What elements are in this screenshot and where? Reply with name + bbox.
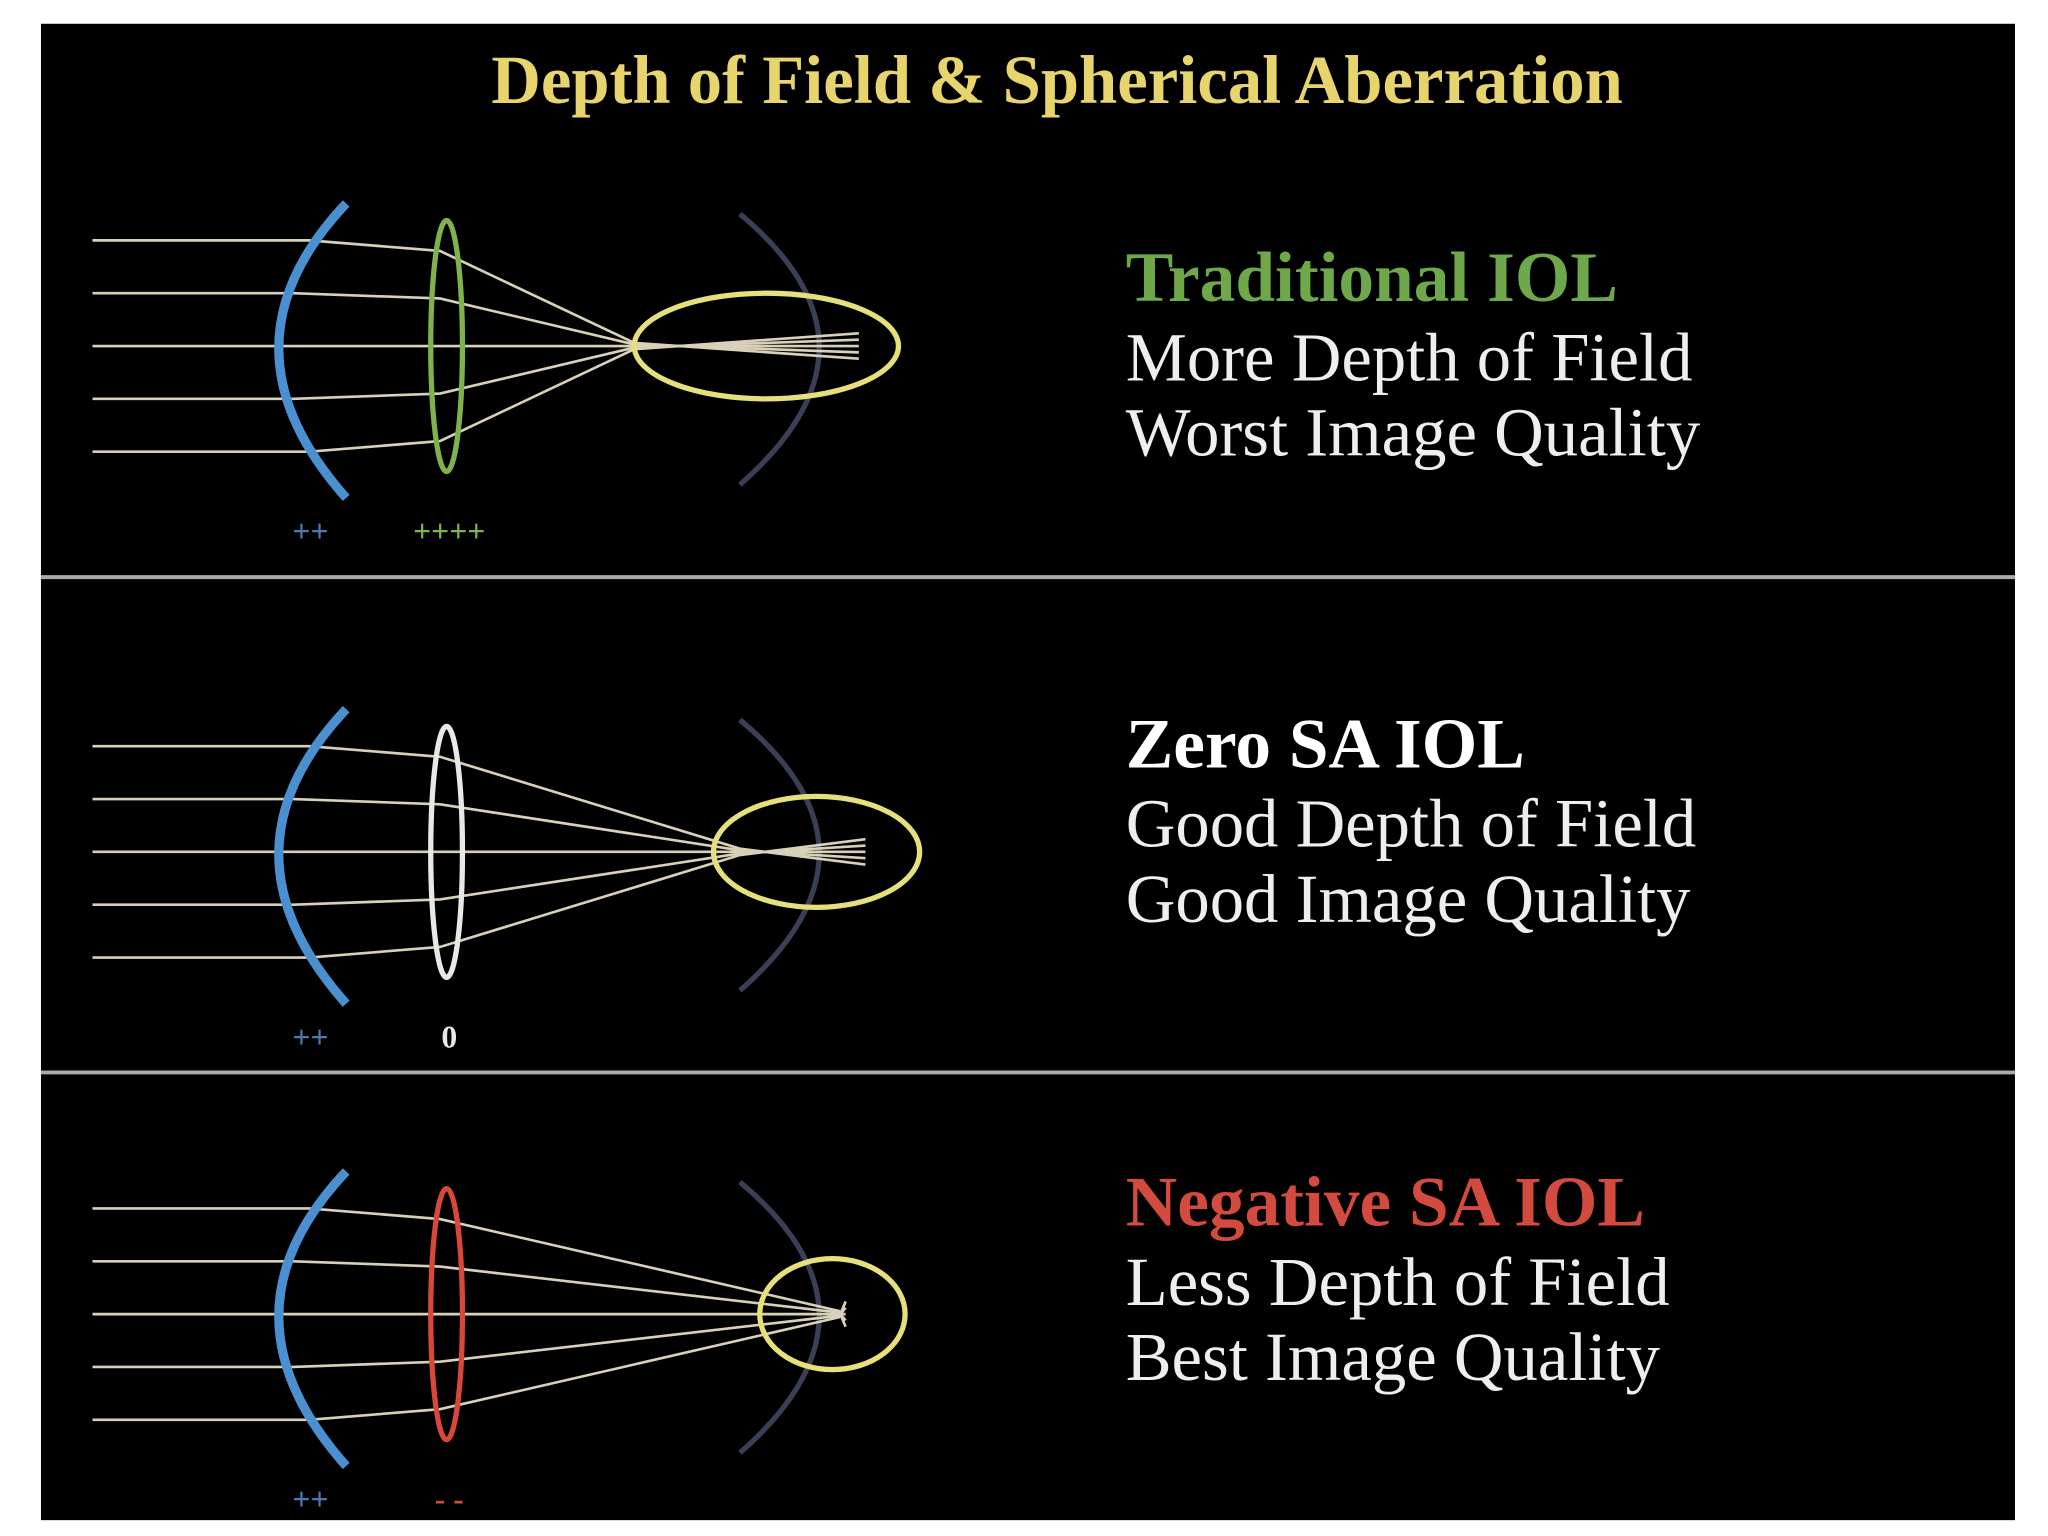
panel-line: More Depth of Field	[1126, 319, 1693, 395]
ray	[92, 332, 859, 454]
panel-line: Best Image Quality	[1126, 1319, 1661, 1395]
panel-line: Good Depth of Field	[1126, 786, 1697, 862]
panel-label: Negative SA IOL	[1126, 1163, 1645, 1242]
lens-sign: ++++	[413, 514, 485, 549]
ray	[92, 1300, 847, 1422]
cornea-sign: ++	[292, 1019, 328, 1054]
panel-label: Traditional IOL	[1126, 238, 1618, 317]
title: Depth of Field & Spherical Aberration	[491, 42, 1623, 118]
lens-sign: 0	[441, 1019, 457, 1054]
cornea-sign: ++	[292, 1482, 328, 1517]
lens-sign: - -	[435, 1482, 464, 1517]
panel-line: Less Depth of Field	[1126, 1244, 1670, 1320]
panel-line: Good Image Quality	[1126, 861, 1691, 937]
focus-ellipse	[631, 290, 902, 402]
lens	[428, 217, 466, 475]
panel-label: Zero SA IOL	[1126, 704, 1525, 783]
retina	[738, 211, 822, 487]
background	[40, 23, 2015, 1521]
cornea	[274, 1168, 350, 1470]
cornea-sign: ++	[292, 514, 328, 549]
lens	[428, 1186, 466, 1443]
retina	[738, 717, 822, 993]
lens	[428, 723, 466, 980]
retina	[738, 1180, 822, 1455]
cornea	[274, 200, 350, 501]
focus-ellipse	[710, 793, 923, 910]
ray	[92, 837, 866, 959]
panel-line: Worst Image Quality	[1126, 395, 1701, 471]
cornea	[274, 706, 350, 1007]
focus-ellipse	[757, 1256, 908, 1373]
